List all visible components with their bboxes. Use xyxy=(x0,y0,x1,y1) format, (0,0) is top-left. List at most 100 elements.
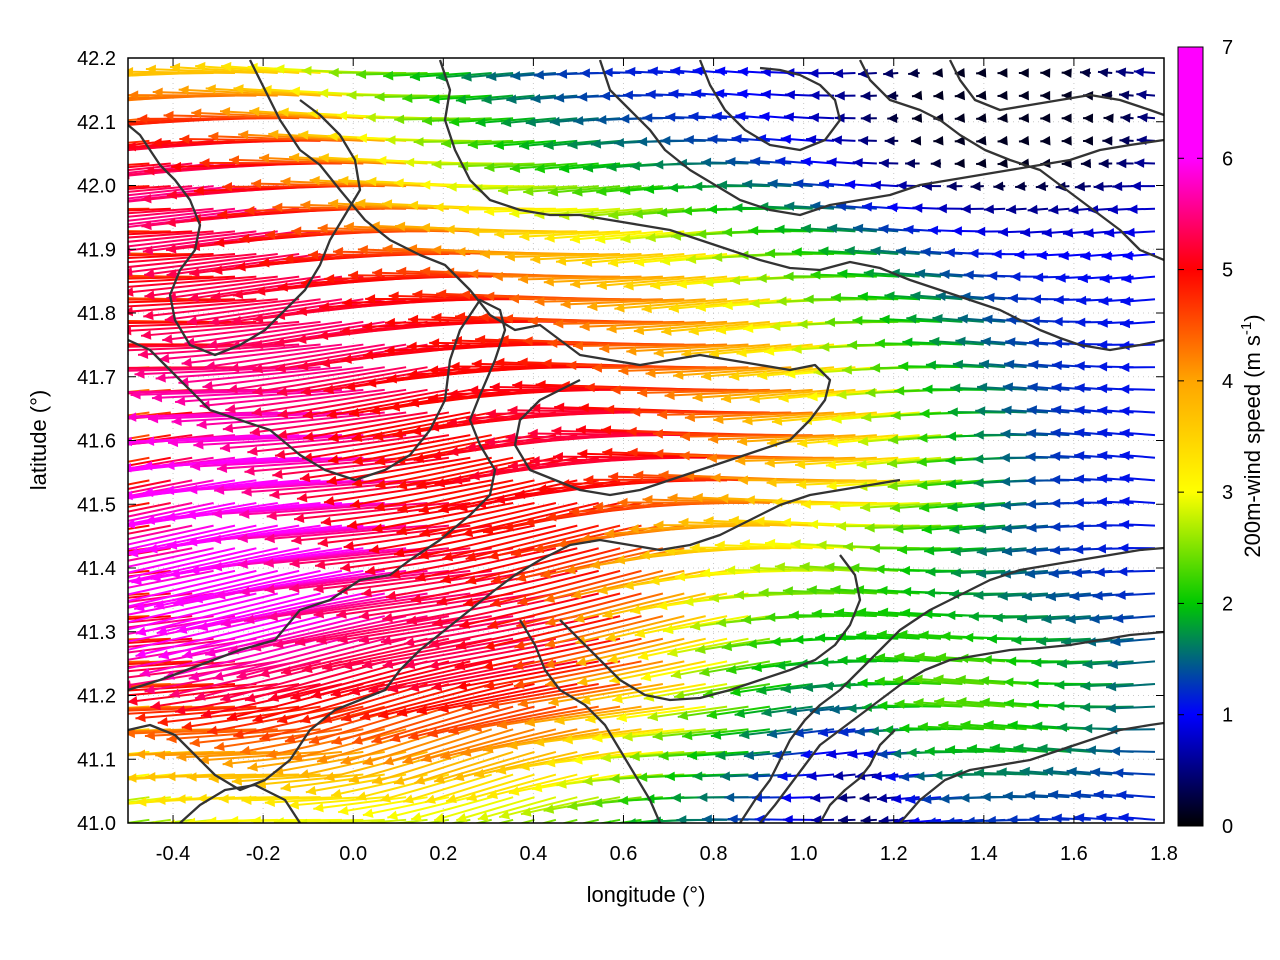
wind-vector-head xyxy=(461,72,472,82)
y-tick-label: 41.8 xyxy=(77,303,116,325)
wind-vector-head xyxy=(404,157,415,168)
wind-vector-head xyxy=(997,591,1008,601)
wind-vector-head xyxy=(496,719,508,730)
wind-vector-head xyxy=(861,702,872,713)
wind-vector-shaft xyxy=(128,569,279,608)
wind-vector-head xyxy=(533,70,545,80)
wind-vector-head xyxy=(93,388,103,398)
wind-vector-head xyxy=(874,338,885,349)
wind-vector-head xyxy=(935,652,947,663)
wind-vector-head xyxy=(420,266,431,277)
wind-vector-head xyxy=(418,830,429,839)
wind-vector-head xyxy=(178,377,189,387)
wind-vector-shaft xyxy=(222,750,343,766)
wind-vector-head xyxy=(1051,382,1062,393)
wind-vector-head xyxy=(269,489,280,500)
wind-vector-head xyxy=(774,224,785,235)
wind-vector-head xyxy=(128,90,139,100)
wind-vector-head xyxy=(822,681,834,691)
wind-vector-head xyxy=(128,773,137,783)
wind-vector-head xyxy=(4,123,14,133)
wind-vector-head xyxy=(546,511,557,522)
wind-vector-shaft xyxy=(208,298,364,324)
wind-vector-shaft xyxy=(736,343,835,355)
wind-vector-head xyxy=(920,247,931,257)
wind-vector-head xyxy=(484,291,495,302)
wind-vector-head xyxy=(411,426,422,436)
wind-vector-head xyxy=(1074,383,1085,393)
wind-vector-head xyxy=(874,564,885,575)
wind-vector-head xyxy=(1098,296,1109,306)
wind-vector-shaft xyxy=(228,158,364,165)
wind-vector-head xyxy=(836,521,847,531)
wind-vector-head xyxy=(886,90,897,101)
wind-vector-head xyxy=(211,508,223,519)
wind-vector-head xyxy=(1050,474,1061,485)
wind-vector-head xyxy=(219,442,231,453)
wind-vector-shaft xyxy=(540,547,664,578)
wind-vector-head xyxy=(323,496,335,506)
wind-vector-head xyxy=(294,513,305,524)
wind-vector-head xyxy=(64,74,74,84)
wind-vector-head xyxy=(939,269,950,280)
wind-vector-head xyxy=(973,430,984,440)
wind-vector-head xyxy=(703,516,714,526)
wind-vector-shaft xyxy=(128,207,171,212)
wind-vector-head xyxy=(668,89,679,99)
wind-vector-shaft xyxy=(128,706,129,708)
wind-vector-head xyxy=(973,590,984,601)
wind-vector-head xyxy=(826,157,837,167)
wind-vector-head xyxy=(235,261,246,272)
wind-vector-head xyxy=(135,749,146,760)
wind-vector-head xyxy=(252,339,263,350)
wind-vector-head xyxy=(544,233,555,243)
wind-vector-head xyxy=(729,371,740,381)
wind-vector-head xyxy=(534,163,546,174)
wind-vector-head xyxy=(728,515,739,526)
wind-vector-head xyxy=(25,150,35,160)
wind-vector-shaft xyxy=(128,275,214,280)
wind-vector-head xyxy=(268,692,280,702)
wind-vector-head xyxy=(396,266,407,277)
wind-vector-head xyxy=(92,603,103,612)
wind-vector-head xyxy=(530,403,541,413)
wind-vector-head xyxy=(837,269,848,279)
wind-vector-head xyxy=(431,245,442,255)
wind-vector-shaft xyxy=(128,501,214,522)
wind-vector-head xyxy=(944,817,955,823)
wind-vector-shaft xyxy=(827,434,920,445)
wind-vector-head xyxy=(653,448,664,459)
wind-vector-head xyxy=(326,409,338,419)
wind-vector-head xyxy=(530,93,541,104)
wind-vector-head xyxy=(1074,813,1085,823)
wind-vector-head xyxy=(572,755,583,765)
wind-vector-head xyxy=(349,686,361,696)
wind-vector-shaft xyxy=(208,135,342,142)
wind-vector-head xyxy=(134,369,145,379)
wind-vector-head xyxy=(3,168,13,178)
wind-vector-shaft xyxy=(877,704,942,708)
wind-vector-head xyxy=(796,479,807,490)
wind-vector-head xyxy=(212,671,224,681)
wind-vector-head xyxy=(1019,766,1030,777)
wind-vector-shaft xyxy=(577,452,728,459)
wind-vector-shaft xyxy=(408,660,557,690)
wind-vector-shaft xyxy=(241,479,407,494)
wind-vector-head xyxy=(264,533,275,544)
wind-vector-head xyxy=(519,761,530,771)
wind-vector-shaft xyxy=(534,298,663,303)
wind-vector-head xyxy=(707,204,718,215)
colorbar-title-end: ) xyxy=(1240,314,1265,321)
wind-vector-head xyxy=(488,550,500,560)
wind-vector-head xyxy=(837,792,848,803)
wind-vector-head xyxy=(416,479,428,490)
wind-vector-head xyxy=(593,501,604,512)
wind-vector-head xyxy=(1119,90,1130,101)
wind-vector-head xyxy=(468,269,479,279)
wind-vector-head xyxy=(53,198,63,208)
wind-vector-head xyxy=(1074,428,1085,438)
wind-vector-head xyxy=(1097,405,1108,416)
wind-vector-head xyxy=(559,380,570,391)
wind-vector-shaft xyxy=(406,592,557,623)
wind-vector-shaft xyxy=(172,818,214,823)
